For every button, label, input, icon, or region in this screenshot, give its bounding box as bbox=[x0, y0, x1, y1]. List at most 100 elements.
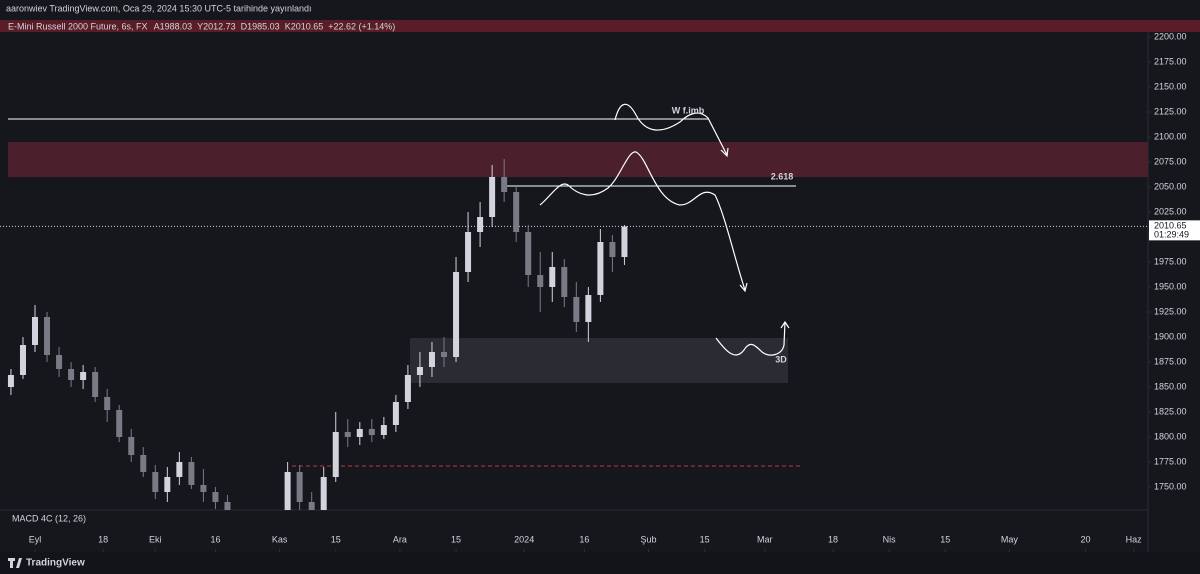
y-tick-label: 2150.00 bbox=[1154, 81, 1187, 91]
ohlc-value: Y2012.73 bbox=[197, 21, 236, 31]
x-tick-label: Nis bbox=[883, 534, 896, 544]
demand-zone bbox=[410, 338, 788, 383]
candle-body bbox=[32, 317, 39, 345]
ohlc-value: A1988.03 bbox=[154, 21, 193, 31]
y-tick-label: 1900.00 bbox=[1154, 331, 1187, 341]
x-tick-label: 18 bbox=[98, 534, 108, 544]
candle-body bbox=[200, 485, 207, 492]
candle-body bbox=[441, 352, 448, 357]
candle-body bbox=[116, 410, 123, 437]
candle-body bbox=[489, 177, 496, 217]
candle-body bbox=[513, 192, 520, 232]
candle-body bbox=[537, 275, 544, 287]
x-tick-label: Haz bbox=[1126, 534, 1143, 544]
candle-body bbox=[380, 425, 387, 435]
candle-body bbox=[44, 317, 51, 355]
candle-body bbox=[224, 502, 231, 510]
footer bbox=[0, 552, 1200, 574]
candle-body bbox=[92, 372, 99, 397]
candle-body bbox=[621, 226, 628, 257]
y-tick-label: 1850.00 bbox=[1154, 381, 1187, 391]
candle-body bbox=[320, 477, 327, 510]
ohlc-value: D1985.03 bbox=[241, 21, 280, 31]
y-tick-label: 1975.00 bbox=[1154, 256, 1187, 266]
y-tick-label: 1950.00 bbox=[1154, 281, 1187, 291]
candle-body bbox=[416, 367, 423, 375]
candle-body bbox=[404, 375, 411, 402]
x-tick-label: 15 bbox=[331, 534, 341, 544]
candle-body bbox=[128, 437, 135, 455]
candle-body bbox=[609, 242, 616, 257]
x-tick-label: 20 bbox=[1081, 534, 1091, 544]
candle-body bbox=[549, 267, 556, 287]
indicator-label: MACD 4C (12, 26) bbox=[12, 513, 86, 523]
candle-body bbox=[332, 432, 339, 477]
candle-body bbox=[392, 402, 399, 425]
drawn-path bbox=[614, 103, 729, 158]
candle-body bbox=[284, 472, 291, 510]
supply-zone bbox=[8, 142, 1148, 177]
plot-area: 2.618 bbox=[0, 118, 1148, 510]
symbol: E-Mini Russell 2000 Future, 6s, FX bbox=[8, 21, 148, 31]
y-tick-label: 2200.00 bbox=[1154, 31, 1187, 41]
x-tick-label: May bbox=[1001, 534, 1019, 544]
x-tick-label: Eyl bbox=[29, 534, 42, 544]
candle-body bbox=[80, 372, 87, 380]
x-tick-label: 15 bbox=[940, 534, 950, 544]
y-tick-label: 1750.00 bbox=[1154, 481, 1187, 491]
x-tick-label: 15 bbox=[451, 534, 461, 544]
y-tick-label: 2050.00 bbox=[1154, 181, 1187, 191]
x-tick-label: Eki bbox=[149, 534, 162, 544]
candle-body bbox=[501, 177, 508, 192]
candle-body bbox=[453, 272, 460, 357]
y-tick-label: 1800.00 bbox=[1154, 431, 1187, 441]
hand-drawings bbox=[539, 103, 790, 356]
x-tick-label: Mar bbox=[757, 534, 773, 544]
candle-body bbox=[56, 355, 63, 369]
annotation: 3D bbox=[775, 354, 787, 364]
countdown-label: 01:29:49 bbox=[1154, 230, 1189, 240]
candle-body bbox=[176, 462, 183, 477]
ohlc-value: K2010.65 bbox=[285, 21, 324, 31]
y-tick-label: 2175.00 bbox=[1154, 56, 1187, 66]
logo: TradingView bbox=[8, 558, 85, 569]
last-price-label: 2010.65 bbox=[1154, 221, 1187, 231]
candle-body bbox=[597, 242, 604, 295]
y-tick-label: 2025.00 bbox=[1154, 206, 1187, 216]
y-tick-label: 1875.00 bbox=[1154, 356, 1187, 366]
candle-body bbox=[188, 462, 195, 485]
candle-body bbox=[477, 217, 484, 232]
x-tick-label: 15 bbox=[700, 534, 710, 544]
y-tick-label: 1775.00 bbox=[1154, 456, 1187, 466]
candle-body bbox=[212, 492, 219, 502]
drawn-path bbox=[715, 320, 790, 356]
candle-body bbox=[164, 477, 171, 492]
candle-body bbox=[368, 429, 375, 435]
y-tick-label: 2100.00 bbox=[1154, 131, 1187, 141]
x-tick-label: 16 bbox=[210, 534, 220, 544]
candle-body bbox=[525, 232, 532, 275]
x-tick-label: 2024 bbox=[514, 534, 534, 544]
x-tick-label: Şub bbox=[640, 534, 656, 544]
x-tick-label: Kas bbox=[272, 534, 288, 544]
candle-body bbox=[356, 429, 363, 437]
candle-body bbox=[308, 502, 315, 510]
candle-body bbox=[585, 295, 592, 322]
y-tick-label: 2125.00 bbox=[1154, 106, 1187, 116]
candle-body bbox=[152, 472, 159, 492]
brand: TradingView bbox=[26, 558, 85, 569]
candle-body bbox=[296, 472, 303, 502]
publisher: aaronwiev TradingView.com, Oca 29, 2024 … bbox=[6, 3, 312, 13]
fib-label: 2.618 bbox=[771, 171, 794, 181]
candle-body bbox=[68, 369, 75, 380]
header-band bbox=[0, 20, 1200, 32]
candle-body bbox=[140, 455, 147, 472]
candle-body bbox=[344, 432, 351, 437]
candle-body bbox=[561, 267, 568, 297]
x-tick-label: 18 bbox=[828, 534, 838, 544]
y-tick-label: 1825.00 bbox=[1154, 406, 1187, 416]
ohlc-value: +22.62 (+1.14%) bbox=[328, 21, 395, 31]
candle-body bbox=[104, 397, 111, 410]
candle-body bbox=[19, 345, 26, 375]
